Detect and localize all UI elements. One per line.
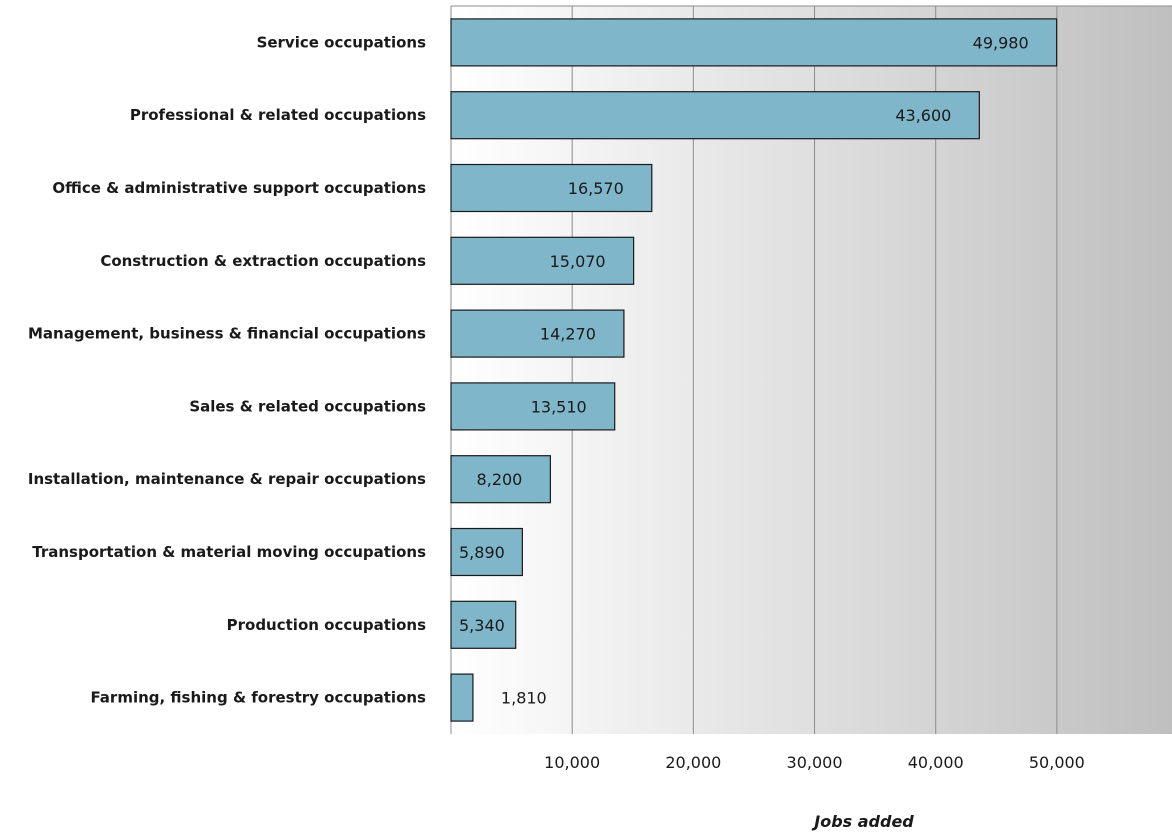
bar [450, 236, 635, 285]
value-labels: 49,980 43,600 16,570 15,070 14,270 13,510 8,20… [459, 33, 1029, 707]
category-label: Construction & extraction occupations [100, 252, 426, 270]
value-label: 13,510 [531, 397, 587, 416]
category-label: Farming, fishing & forestry occupations [90, 689, 426, 707]
value-label: 43,600 [895, 106, 951, 125]
bar [450, 382, 616, 431]
x-tick-label: 50,000 [1029, 753, 1085, 772]
x-tick-label: 40,000 [908, 753, 964, 772]
category-label: Office & administrative support occupati… [52, 179, 426, 197]
value-label: 14,270 [540, 325, 596, 344]
category-label: Professional & related occupations [130, 106, 426, 124]
category-label: Transportation & material moving occupat… [32, 543, 426, 561]
value-label: 1,810 [501, 689, 547, 708]
value-label: 15,070 [550, 252, 606, 271]
value-label: 49,980 [973, 33, 1029, 52]
x-tick-labels: 10,000 20,000 30,000 40,000 50,000 [544, 753, 1085, 772]
x-tick-label: 30,000 [787, 753, 843, 772]
bar [450, 91, 980, 140]
category-labels: Service occupations Professional & relate… [28, 33, 426, 706]
bars [450, 18, 1058, 722]
category-label: Sales & related occupations [189, 397, 426, 415]
value-label: 8,200 [477, 470, 523, 489]
category-label: Management, business & financial occupat… [28, 325, 426, 343]
category-label: Production occupations [227, 616, 426, 634]
bar [450, 600, 517, 649]
bar [450, 163, 653, 213]
x-tick-label: 20,000 [665, 753, 721, 772]
x-axis-title: Jobs added [811, 812, 914, 831]
category-label: Service occupations [257, 33, 427, 51]
value-label: 5,890 [459, 543, 505, 562]
bar [450, 673, 474, 722]
value-label: 5,340 [459, 616, 505, 635]
x-tick-label: 10,000 [544, 753, 600, 772]
bar [450, 18, 1058, 67]
value-label: 16,570 [568, 179, 624, 198]
bar [450, 527, 523, 577]
category-label: Installation, maintenance & repair occup… [28, 470, 426, 488]
bar [450, 455, 551, 504]
bar [450, 309, 625, 358]
